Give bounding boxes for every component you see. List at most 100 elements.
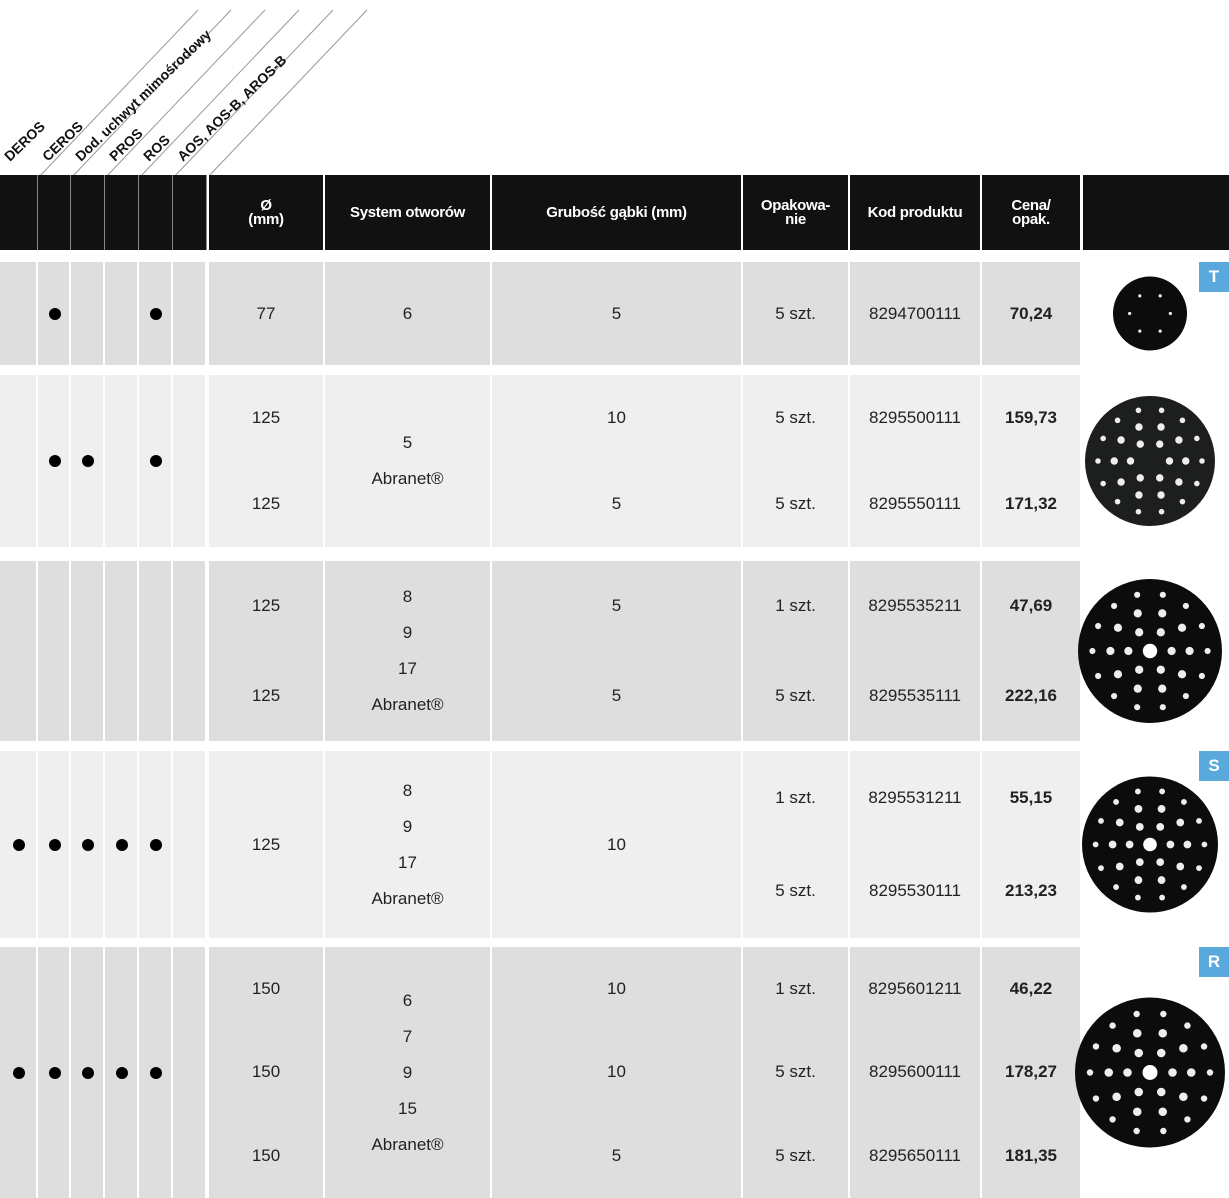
image-hole [1133, 609, 1142, 618]
image-hole [1158, 294, 1162, 298]
product-image [1085, 396, 1215, 526]
prices-value: 47,69 [1009, 596, 1053, 615]
tool-cell [173, 262, 207, 365]
label-line [37, 9, 199, 179]
image-hole [1109, 1116, 1116, 1123]
image-hole [1124, 646, 1133, 656]
column-header: System otworów [323, 175, 490, 250]
image-hole [1158, 609, 1167, 618]
codes-cell: 8295531211 8295530111 [848, 751, 980, 938]
image-hole [1117, 436, 1125, 444]
tool-dot [13, 838, 25, 851]
prices-value: 171,32 [1005, 494, 1057, 513]
tool-label: AOS, AOS-B, AROS-B [174, 52, 290, 164]
image-hole [1196, 817, 1202, 824]
diameter-cell: 150 150 150 [207, 947, 323, 1198]
holes-value: 17 [398, 852, 417, 872]
tool-dot [116, 838, 128, 851]
image-hole [1113, 670, 1123, 679]
image-hole [1186, 1068, 1196, 1077]
image-hole [1181, 799, 1187, 805]
diameter-value: 150 [251, 1146, 281, 1166]
tool-dot [82, 455, 94, 467]
diameter-cell: 125 125 [207, 375, 323, 547]
product-image [1078, 579, 1222, 723]
diameter-value: 125 [251, 686, 281, 705]
row-background [0, 262, 1080, 365]
image-hole [1095, 622, 1102, 630]
thickness-value: 5 [611, 303, 622, 323]
image-hole [1113, 623, 1123, 632]
image-hole [1126, 457, 1135, 465]
image-hole [1201, 841, 1208, 848]
image-hole [1156, 1048, 1166, 1058]
image-hole [1183, 840, 1192, 849]
column-header: Kod produktu [848, 175, 980, 250]
image-hole [1098, 817, 1104, 824]
image-hole [1179, 498, 1186, 505]
prices-value: 159,73 [1005, 408, 1057, 427]
tool-dot [48, 1066, 61, 1079]
image-hole [1133, 1010, 1140, 1018]
thickness-cell: 10 10 5 [490, 947, 741, 1198]
tool-cell [38, 947, 71, 1198]
image-hole [1167, 646, 1176, 656]
image-hole [1160, 1010, 1167, 1018]
thickness-value: 10 [607, 978, 626, 998]
diameter-value: 150 [251, 978, 281, 998]
packaging-value: 5 szt. [775, 686, 816, 705]
image-hole [1158, 1028, 1168, 1038]
thickness-value: 10 [607, 1062, 626, 1082]
image-hole [1166, 840, 1175, 849]
image-hole [1177, 623, 1187, 632]
diameter-value: 125 [251, 494, 281, 513]
holes-value: 6 [402, 990, 413, 1010]
image-hole [1198, 622, 1205, 630]
holes-cell: 6 [323, 262, 490, 365]
tool-cell [38, 561, 71, 741]
image-hole [1138, 329, 1142, 333]
image-hole [1158, 329, 1162, 333]
image-hole [1134, 1087, 1144, 1097]
packaging-cell: 1 szt. 5 szt. [741, 751, 848, 938]
image-hole [1111, 602, 1118, 610]
image-hole [1206, 1069, 1214, 1076]
holes-value: 15 [398, 1098, 417, 1118]
image-hole [1185, 646, 1194, 656]
image-hole [1092, 1095, 1100, 1102]
diameter-value: 77 [256, 303, 276, 323]
tool-cell [71, 947, 105, 1198]
image-hole [1182, 602, 1189, 610]
tool-cell [105, 947, 139, 1198]
image-hole [1133, 684, 1142, 693]
tool-cell [0, 561, 38, 741]
diameter-cell: 125 [207, 751, 323, 938]
diameter-cell: 125 125 [207, 561, 323, 741]
tool-header [0, 175, 38, 250]
header-text: Kod produktu [867, 203, 963, 221]
tool-dot [150, 838, 162, 851]
image-hole [1179, 417, 1186, 424]
image-hole [1156, 440, 1164, 448]
image-hole [1135, 858, 1144, 867]
image-hole [1113, 799, 1119, 805]
tool-cell [105, 262, 139, 365]
tool-cell [139, 262, 173, 365]
column-header: Grubość gąbki (mm) [490, 175, 741, 250]
product-image [1075, 997, 1225, 1148]
image-hole [1134, 591, 1141, 598]
image-hole [1114, 417, 1121, 424]
diameter-value: 125 [251, 834, 281, 854]
prices-value: 46,22 [1009, 978, 1053, 998]
image-hole [1135, 822, 1144, 831]
image-hole [1196, 865, 1202, 872]
packaging-cell: 5 szt. [741, 262, 848, 365]
image-hole [1182, 457, 1190, 465]
image-hole [1138, 294, 1142, 298]
tool-dot [150, 1066, 162, 1079]
image-hole [1100, 480, 1106, 487]
packaging-value: 1 szt. [775, 978, 816, 998]
